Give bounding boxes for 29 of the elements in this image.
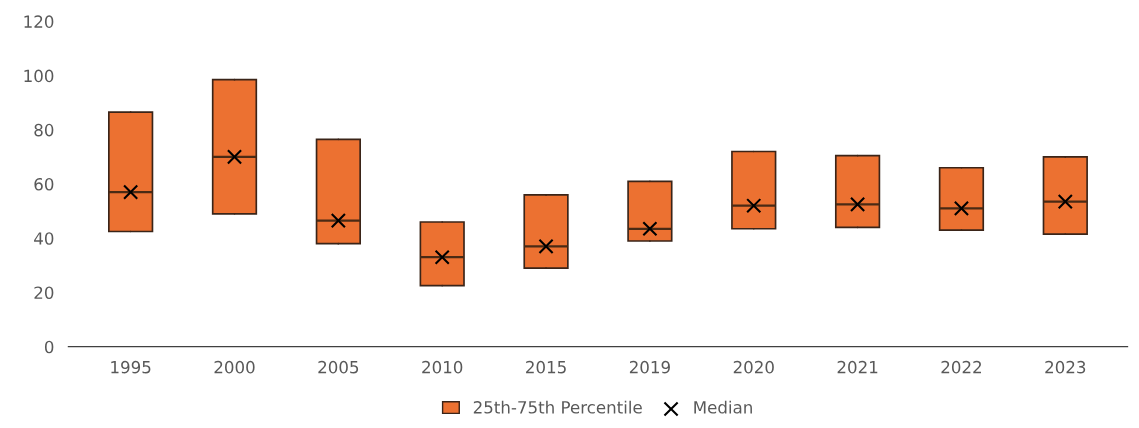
point [434, 249, 450, 265]
point [642, 221, 658, 237]
point [1057, 194, 1073, 210]
point [123, 184, 139, 200]
point [226, 149, 243, 165]
legend-label: 25th-75th Percentile [473, 400, 642, 414]
y-tick-label: 20 [34, 286, 54, 300]
y-tick-label: 40 [34, 232, 54, 245]
point [538, 238, 554, 255]
x-tick-label: 2005 [318, 360, 359, 374]
point [746, 198, 762, 214]
x-tick-label: 2022 [941, 360, 981, 374]
x-tick-label: 1995 [111, 360, 151, 374]
point [953, 200, 970, 217]
y-tick-label: 0 [44, 340, 54, 354]
point [849, 196, 866, 212]
x-tick-label: 2015 [526, 360, 566, 374]
y-tick-label: 60 [34, 178, 54, 191]
x-tick-label: 2021 [837, 360, 878, 374]
y-tick-label: 80 [34, 123, 54, 137]
x-tick-label: 2019 [629, 360, 670, 374]
point [330, 213, 346, 229]
y-tick-label: 100 [24, 69, 54, 83]
x-tick-label: 2010 [422, 360, 463, 374]
x-tick-label: 2023 [1045, 360, 1086, 374]
x-tick-label: 2020 [733, 360, 774, 374]
y-tick-label: 120 [24, 15, 54, 28]
legend-label: Median [694, 400, 752, 414]
x-tick-label: 2000 [214, 360, 255, 374]
